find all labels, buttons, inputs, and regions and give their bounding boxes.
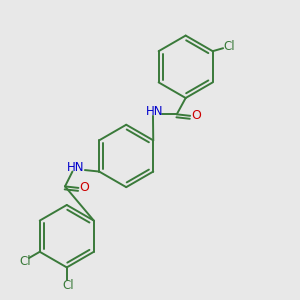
Text: HN: HN xyxy=(67,161,85,174)
Text: Cl: Cl xyxy=(20,255,31,268)
Text: Cl: Cl xyxy=(223,40,235,53)
Text: HN: HN xyxy=(146,106,163,118)
Text: Cl: Cl xyxy=(62,279,74,292)
Text: O: O xyxy=(80,182,89,194)
Text: O: O xyxy=(191,109,201,122)
